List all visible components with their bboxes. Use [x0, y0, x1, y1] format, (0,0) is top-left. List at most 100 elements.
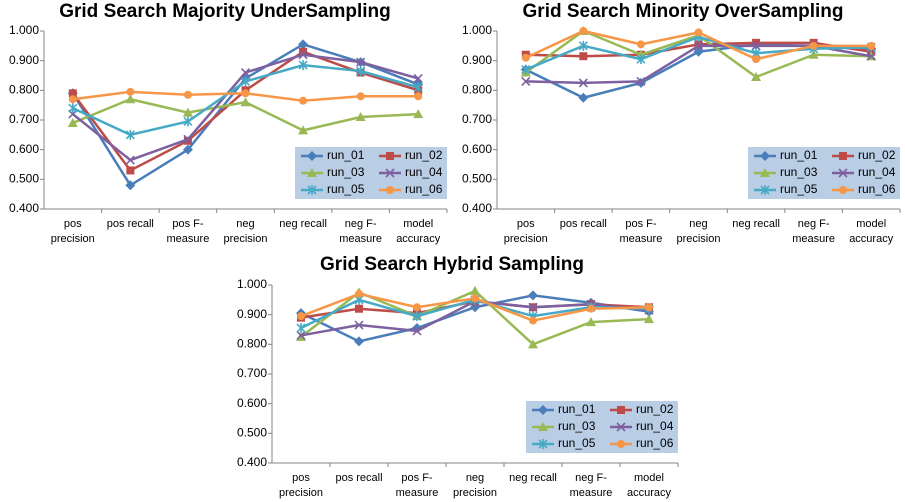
data-point: [182, 144, 193, 155]
data-point: [579, 27, 588, 35]
data-point: [694, 40, 703, 49]
data-point: [182, 107, 193, 117]
x-tick-label: pos recall: [559, 218, 607, 230]
legend-marker: [307, 185, 317, 195]
legend-label: run_06: [858, 182, 896, 196]
data-point: [867, 41, 876, 50]
legend-marker: [538, 439, 548, 449]
x-tick-label: model accuracy: [849, 218, 894, 245]
legend-marker: [307, 151, 317, 161]
legend-label: run_05: [780, 182, 818, 196]
data-point: [636, 54, 646, 65]
legend-marker: [838, 168, 848, 178]
data-point: [528, 302, 538, 312]
data-point: [866, 51, 876, 61]
data-point: [528, 290, 538, 301]
x-tick-label: pos recall: [335, 472, 383, 484]
y-tick-label: 0.900: [237, 307, 267, 321]
data-point: [68, 95, 77, 104]
data-point: [578, 40, 588, 51]
legend-label: run_02: [858, 148, 896, 162]
legend-marker: [839, 152, 847, 160]
y-tick-label: 0.600: [462, 142, 492, 156]
data-point: [636, 76, 646, 86]
x-tick-label: pos precision: [503, 218, 548, 245]
data-point: [578, 92, 589, 103]
data-point: [412, 326, 422, 336]
legend-label: run_04: [405, 165, 443, 179]
data-point: [298, 39, 309, 50]
legend-marker: [307, 168, 317, 177]
legend-label: run_05: [558, 436, 596, 450]
data-point: [126, 166, 135, 175]
data-point: [644, 314, 654, 324]
data-point: [183, 134, 193, 144]
legend-marker: [538, 405, 548, 415]
legend-marker: [760, 185, 770, 195]
legend-label: run_02: [636, 402, 674, 416]
data-point: [299, 47, 308, 56]
y-tick-label: 0.400: [462, 201, 492, 215]
legend-marker: [760, 168, 770, 177]
data-point: [355, 304, 363, 313]
x-tick-label: neg recall: [509, 472, 557, 484]
data-point: [587, 304, 595, 313]
y-tick-label: 0.800: [9, 83, 39, 97]
x-tick-label: neg precision: [452, 472, 498, 499]
legend-marker: [386, 152, 394, 160]
chart-title: Grid Search Majority UnderSampling: [59, 1, 391, 22]
x-tick-label: pos F-measure: [166, 218, 210, 245]
data-point: [529, 316, 537, 325]
data-point: [413, 303, 421, 312]
legend-marker: [616, 422, 626, 432]
data-point: [521, 53, 530, 62]
x-tick-label: neg F-measure: [792, 218, 836, 245]
data-point: [298, 50, 308, 60]
chart-title: Grid Search Hybrid Sampling: [320, 254, 584, 275]
legend-label: run_04: [636, 419, 674, 433]
y-tick-label: 0.500: [462, 172, 492, 186]
legend-label: run_06: [405, 182, 443, 196]
legend-label: run_05: [327, 182, 365, 196]
y-tick-label: 0.700: [9, 112, 39, 126]
y-tick-label: 0.800: [462, 83, 492, 97]
data-point: [297, 312, 305, 321]
data-point: [125, 155, 135, 165]
data-point: [125, 94, 136, 104]
legend-label: run_01: [780, 148, 818, 162]
data-point: [183, 90, 192, 99]
series-line: [72, 53, 419, 162]
data-point: [413, 82, 423, 93]
legend-label: run_01: [558, 402, 596, 416]
legend-marker: [617, 406, 625, 414]
data-point: [240, 67, 251, 78]
data-point: [126, 87, 135, 96]
data-point: [356, 57, 366, 67]
x-tick-label: pos precision: [278, 472, 324, 499]
y-tick-label: 0.900: [9, 53, 39, 67]
data-point: [240, 97, 251, 107]
legend-marker: [538, 422, 548, 431]
data-point: [125, 180, 136, 191]
data-point: [298, 125, 309, 135]
y-tick-label: 1.000: [9, 23, 39, 37]
data-point: [299, 96, 308, 105]
data-point: [240, 76, 251, 87]
data-point: [67, 117, 78, 127]
data-point: [356, 66, 366, 77]
legend-label: run_01: [327, 148, 365, 162]
y-tick-label: 1.000: [462, 23, 492, 37]
y-tick-label: 0.400: [9, 201, 39, 215]
data-point: [68, 89, 77, 98]
data-point: [645, 303, 653, 312]
data-point: [296, 323, 306, 334]
x-tick-label: pos F-measure: [619, 218, 663, 245]
data-point: [183, 116, 193, 127]
legend-label: run_06: [636, 436, 674, 450]
y-tick-label: 1.000: [237, 277, 267, 291]
data-point: [751, 71, 762, 81]
x-tick-label: neg F-measure: [339, 218, 383, 245]
data-point: [354, 320, 364, 330]
